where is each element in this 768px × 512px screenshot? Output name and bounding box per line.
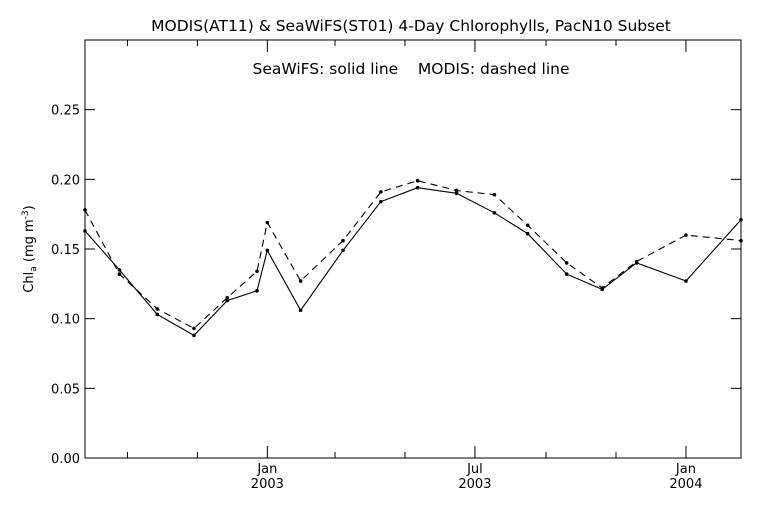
modis-point xyxy=(265,220,270,225)
y-axis-label-sup: -3 xyxy=(21,210,31,219)
modis-point xyxy=(83,208,87,212)
seawifs-point xyxy=(564,272,569,276)
modis-point xyxy=(117,272,122,276)
y-axis-label-main: Chl xyxy=(22,272,37,293)
y-tick-label: 0.10 xyxy=(51,313,80,328)
seawifs-point xyxy=(298,308,303,313)
y-axis-label-units: (mg m xyxy=(22,219,37,266)
modis-point xyxy=(298,279,303,283)
seawifs-point xyxy=(492,210,497,215)
y-tick-label: 0.20 xyxy=(51,173,80,188)
y-tick-label: 0.15 xyxy=(51,243,80,258)
seawifs-point xyxy=(117,268,122,272)
modis-point xyxy=(225,295,230,300)
modis-point xyxy=(155,307,160,311)
series-layer xyxy=(83,178,743,338)
modis-point xyxy=(255,269,259,274)
modis-point xyxy=(564,261,569,265)
seawifs-point xyxy=(255,289,259,293)
seawifs-line xyxy=(84,187,742,337)
x-tick-label: Jan xyxy=(256,462,277,477)
modis-point xyxy=(739,238,743,243)
x-tick-year-label: 2003 xyxy=(251,477,284,492)
seawifs-point xyxy=(83,229,87,233)
seawifs-point xyxy=(155,312,160,317)
y-tick-label: 0.05 xyxy=(51,382,80,397)
legend-text: SeaWiFS: solid line MODIS: dashed line xyxy=(253,60,570,78)
seawifs-point xyxy=(341,248,345,253)
seawifs-point xyxy=(415,185,420,190)
seawifs-point xyxy=(192,333,196,338)
y-axis-label-sub: a xyxy=(29,266,39,272)
seawifs-point xyxy=(379,199,383,204)
seawifs-point xyxy=(739,217,743,222)
modis-point xyxy=(525,223,530,228)
y-axis-label: Chla (mg m-3) xyxy=(21,205,39,292)
y-tick-label: 0.00 xyxy=(51,452,80,467)
y-tick-label: 0.25 xyxy=(51,104,80,119)
x-tick-label: Jan xyxy=(675,462,696,477)
modis-point xyxy=(454,188,459,193)
modis-point xyxy=(415,178,420,183)
seawifs-point xyxy=(684,279,688,283)
modis-point xyxy=(192,326,196,331)
modis-point xyxy=(684,233,688,237)
x-tick-label: Jul xyxy=(466,462,483,477)
modis-point xyxy=(492,192,497,197)
modis-point xyxy=(634,259,639,264)
plot-frame xyxy=(84,39,742,459)
y-axis-label-close: ) xyxy=(22,205,37,210)
axes: 0.000.050.100.150.200.25Jan2003Jul2003Ja… xyxy=(51,40,741,492)
seawifs-point xyxy=(265,248,270,253)
seawifs-point xyxy=(525,231,530,236)
modis-point xyxy=(341,238,345,243)
x-tick-year-label: 2004 xyxy=(669,477,702,492)
modis-line xyxy=(84,180,742,330)
x-tick-year-label: 2003 xyxy=(458,477,491,492)
seawifs-point xyxy=(454,191,459,196)
modis-point xyxy=(600,286,605,290)
modis-point xyxy=(379,190,383,194)
chart-title: MODIS(AT11) & SeaWiFS(ST01) 4-Day Chloro… xyxy=(151,17,671,35)
seawifs-point xyxy=(225,298,230,303)
